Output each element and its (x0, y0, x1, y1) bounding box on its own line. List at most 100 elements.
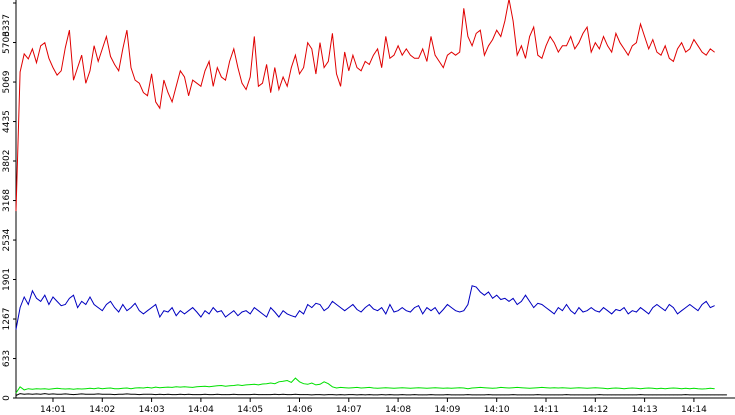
data-point (521, 45, 522, 47)
data-point (291, 67, 292, 68)
data-point (307, 384, 309, 385)
data-point (328, 383, 329, 385)
data-point (340, 307, 341, 308)
data-point (352, 54, 354, 56)
data-point (558, 307, 559, 308)
data-point (664, 388, 666, 390)
data-point (19, 393, 21, 394)
data-point (299, 310, 300, 312)
data-point (23, 394, 25, 395)
data-point (155, 394, 156, 395)
data-point (143, 394, 144, 395)
data-point (245, 394, 247, 395)
data-point (118, 311, 119, 313)
data-point (110, 301, 111, 302)
data-point (443, 309, 444, 310)
data-point (319, 304, 321, 305)
data-point (23, 296, 25, 298)
data-point (106, 388, 107, 389)
data-point (212, 307, 214, 308)
data-point (360, 387, 362, 389)
data-point (130, 388, 132, 390)
data-point (656, 304, 658, 305)
data-point (44, 42, 46, 43)
data-point (636, 388, 637, 389)
data-point (208, 394, 210, 395)
data-point (677, 394, 678, 396)
data-point (336, 73, 337, 75)
data-point (167, 92, 169, 93)
data-point (36, 62, 37, 63)
data-point (553, 313, 555, 315)
data-point (229, 394, 230, 395)
data-point (648, 394, 649, 396)
data-point (537, 387, 539, 389)
data-point (56, 74, 58, 76)
data-point (430, 36, 432, 37)
data-point (328, 307, 329, 308)
data-point (664, 394, 666, 396)
data-point (685, 307, 686, 308)
data-point (640, 388, 641, 390)
data-point (475, 387, 477, 389)
data-point (549, 387, 551, 389)
x-axis-ticks: 14:01 14:02 14:03 14:04 14:05 14:06 14:07 14:08… (40, 398, 707, 415)
data-point (52, 393, 54, 395)
data-point (529, 301, 530, 302)
data-point (69, 388, 70, 390)
data-point (410, 388, 411, 389)
data-point (640, 394, 641, 395)
data-point (545, 394, 547, 396)
data-point (143, 387, 144, 389)
data-point (459, 311, 461, 313)
data-point (40, 45, 41, 47)
data-point (258, 86, 259, 87)
data-point (241, 394, 243, 395)
data-point (266, 394, 267, 395)
data-point (648, 48, 649, 50)
data-point (406, 310, 407, 312)
data-point (336, 304, 337, 305)
data-point (599, 394, 600, 395)
data-point (299, 381, 300, 383)
data-point (97, 387, 99, 389)
data-point (508, 387, 510, 389)
data-point (28, 304, 29, 305)
data-point (459, 394, 461, 396)
data-point (282, 310, 284, 312)
data-point (352, 304, 354, 305)
data-point (640, 23, 641, 25)
data-point (705, 388, 707, 390)
data-point (282, 394, 284, 395)
data-point (221, 310, 222, 312)
data-point (295, 54, 296, 56)
data-point (422, 387, 424, 389)
data-point (348, 70, 350, 72)
data-point (274, 394, 276, 395)
data-point (537, 394, 539, 395)
data-point (664, 45, 666, 47)
data-point (475, 286, 477, 288)
y-tick-label: 1901 (2, 268, 12, 291)
data-point (167, 394, 169, 395)
data-point (586, 388, 588, 389)
data-point (496, 294, 498, 296)
data-point (286, 380, 288, 381)
data-point (475, 33, 477, 34)
data-point (525, 294, 526, 296)
data-point (599, 387, 600, 389)
data-point (122, 388, 124, 389)
data-point (139, 387, 140, 389)
data-point (237, 67, 239, 68)
data-point (516, 304, 518, 305)
data-point (196, 82, 198, 84)
data-point (693, 39, 695, 40)
x-tick-label: 14:06 (287, 405, 313, 415)
data-point (414, 307, 415, 308)
data-point (541, 304, 543, 305)
data-point (147, 310, 148, 312)
data-point (175, 315, 177, 317)
data-point (139, 394, 140, 395)
data-point (393, 311, 395, 313)
data-point (401, 394, 403, 395)
